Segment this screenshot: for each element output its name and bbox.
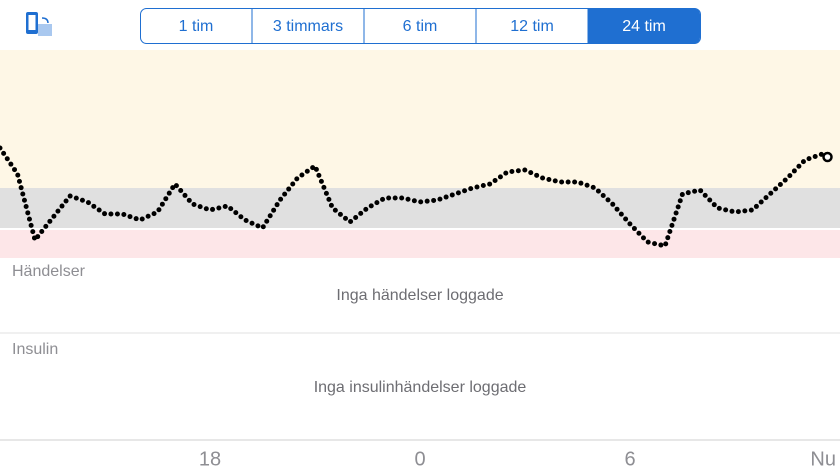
x-tick-label: Nu: [810, 448, 836, 470]
target-band: [0, 188, 840, 228]
glucose-line: [0, 145, 825, 249]
rotate-icon[interactable]: [26, 12, 52, 36]
segment-label[interactable]: 3 timmars: [273, 18, 343, 35]
segment-label[interactable]: 6 tim: [403, 18, 438, 35]
segment-label[interactable]: 12 tim: [510, 18, 554, 35]
empty-message: Inga insulinhändelser loggade: [314, 379, 527, 396]
x-tick-label: 6: [624, 448, 635, 470]
low-band: [0, 230, 840, 258]
segment-label[interactable]: 1 tim: [179, 18, 214, 35]
segment-selected[interactable]: [588, 8, 700, 44]
x-tick-label: 0: [414, 448, 425, 470]
empty-message: Inga händelser loggade: [336, 287, 503, 304]
current-reading: [822, 151, 833, 163]
control-border: [140, 8, 701, 44]
section-title: Insulin: [12, 341, 58, 358]
x-tick-label: 18: [199, 448, 221, 470]
range-segmented-control: 1 tim 3 timmars 6 tim 12 tim 24 tim: [140, 8, 701, 44]
high-band: [0, 50, 840, 188]
segment-label[interactable]: 24 tim: [622, 18, 666, 35]
section-title: Händelser: [12, 263, 86, 280]
